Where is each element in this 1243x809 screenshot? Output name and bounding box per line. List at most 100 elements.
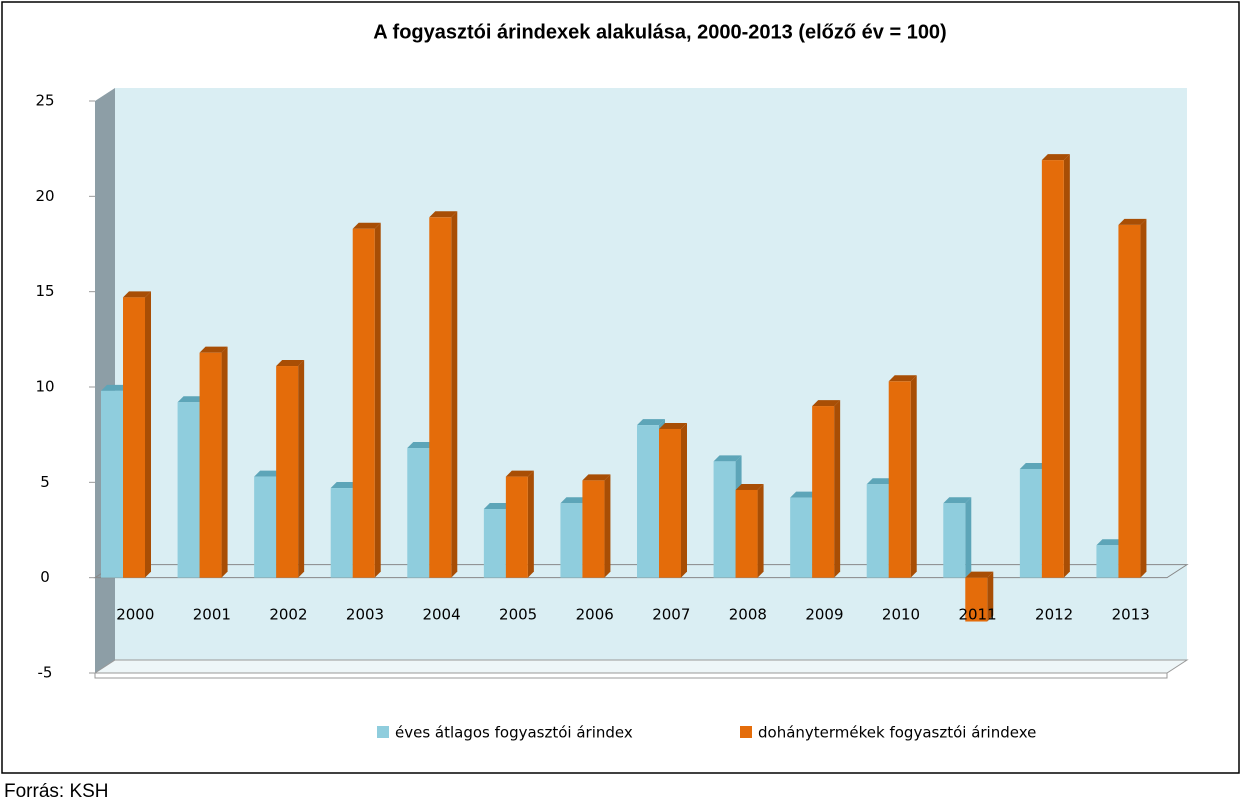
bar-side <box>221 346 228 578</box>
y-tick-label: 25 <box>35 92 54 110</box>
bar <box>943 503 966 578</box>
chart-title: A fogyasztói árindexek alakulása, 2000-2… <box>373 21 946 43</box>
bar-top <box>505 470 534 477</box>
x-tick-label: 2001 <box>193 606 231 624</box>
x-tick-label: 2007 <box>652 606 690 624</box>
bar <box>735 489 758 578</box>
bar-top <box>790 491 819 498</box>
bar <box>199 352 222 578</box>
bar-top <box>407 442 436 449</box>
source: Forrás: KSH <box>4 781 109 802</box>
bar <box>407 448 430 578</box>
bar-top <box>1041 154 1070 161</box>
bar-top <box>254 470 283 477</box>
x-tick-label: 2013 <box>1112 606 1150 624</box>
bar-top <box>582 474 611 481</box>
bar-top <box>812 400 841 407</box>
x-tick-label: 2011 <box>958 606 996 624</box>
bar <box>1096 545 1119 578</box>
x-tick-label: 2000 <box>116 606 154 624</box>
x-tick-label: 2010 <box>882 606 920 624</box>
x-tick-label: 2012 <box>1035 606 1073 624</box>
bar-top <box>1118 218 1147 225</box>
floor <box>93 659 1189 674</box>
bar-top <box>1096 539 1125 546</box>
bar-side <box>145 291 151 578</box>
side-wall <box>95 88 115 673</box>
bar-top <box>888 375 917 382</box>
bar-top <box>101 384 129 391</box>
bar-side <box>1063 154 1070 578</box>
bar <box>177 402 200 578</box>
bar-side <box>451 211 458 578</box>
floor-edge <box>94 672 1168 679</box>
bar <box>101 390 123 578</box>
bar <box>276 366 299 578</box>
bar-side <box>604 474 611 578</box>
bar-side <box>298 360 305 578</box>
bar-top <box>330 482 359 489</box>
bar <box>560 503 583 578</box>
bar-side <box>757 483 764 578</box>
bar-side <box>834 400 841 578</box>
bar <box>582 480 605 578</box>
bar-top <box>199 346 228 353</box>
bar <box>888 381 911 578</box>
legend-label: dohánytermékek fogyasztói árindexe <box>758 724 1036 742</box>
bar-top <box>123 291 151 298</box>
bar <box>505 476 528 578</box>
bar-top <box>429 211 458 218</box>
bar <box>790 497 813 578</box>
y-tick-label: 0 <box>40 568 50 586</box>
bar-top <box>276 360 305 367</box>
bar-top <box>659 422 687 429</box>
legend-swatch <box>377 726 389 738</box>
x-tick-label: 2002 <box>269 606 307 624</box>
legend-label: éves átlagos fogyasztói árindex <box>395 724 633 742</box>
bar-top <box>965 571 994 578</box>
bar-top <box>483 503 512 510</box>
bar <box>965 577 988 622</box>
x-tick-label: 2009 <box>805 606 843 624</box>
bar <box>713 461 736 578</box>
y-tick-label: 20 <box>35 187 54 205</box>
bar <box>1041 160 1064 578</box>
bar-side <box>1140 218 1147 578</box>
back-wall <box>115 88 1187 660</box>
bar <box>659 428 681 578</box>
bar <box>1019 468 1042 578</box>
bar-top <box>943 497 972 504</box>
x-tick-label: 2004 <box>422 606 460 624</box>
bar-top <box>177 396 206 403</box>
bar-top <box>352 222 381 229</box>
bar <box>352 228 375 578</box>
bar <box>483 509 506 578</box>
bar-top <box>735 483 764 490</box>
y-tick-label: -5 <box>38 664 53 682</box>
bar-side <box>910 375 917 578</box>
bar <box>330 488 353 578</box>
bar-side <box>965 497 972 578</box>
bar <box>429 217 452 578</box>
bar-top <box>713 455 742 462</box>
bar <box>1118 224 1141 578</box>
bar <box>254 476 277 578</box>
bar-top <box>637 419 665 426</box>
x-tick-label: 2005 <box>499 606 537 624</box>
bar-side <box>374 222 381 578</box>
bar <box>123 297 145 578</box>
x-tick-label: 2006 <box>576 606 614 624</box>
y-tick-label: 5 <box>40 473 50 491</box>
bar-side <box>527 470 534 578</box>
y-tick-label: 15 <box>35 282 54 300</box>
bar <box>866 484 889 578</box>
y-tick-label: 10 <box>35 378 54 396</box>
legend-swatch <box>740 726 752 738</box>
bar-side <box>681 422 687 578</box>
bar <box>812 406 835 578</box>
bar-top <box>560 497 589 504</box>
bar-side <box>987 571 994 622</box>
bar <box>637 425 659 578</box>
x-tick-label: 2008 <box>729 606 767 624</box>
